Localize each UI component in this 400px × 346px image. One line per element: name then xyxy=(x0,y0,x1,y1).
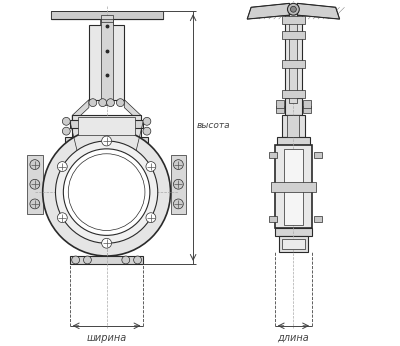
Text: высота: высота xyxy=(197,121,231,130)
Bar xyxy=(284,149,303,225)
Circle shape xyxy=(43,128,170,256)
Circle shape xyxy=(89,99,97,107)
Bar xyxy=(89,25,124,100)
Circle shape xyxy=(102,238,112,248)
Circle shape xyxy=(116,99,124,107)
Circle shape xyxy=(84,256,91,264)
Bar xyxy=(275,145,312,228)
Circle shape xyxy=(58,162,67,172)
Circle shape xyxy=(68,154,145,230)
Bar xyxy=(303,106,311,113)
Bar xyxy=(277,137,310,145)
Circle shape xyxy=(58,213,67,222)
Bar xyxy=(269,152,277,158)
Bar xyxy=(282,239,305,249)
Text: длина: длина xyxy=(278,333,309,343)
Bar xyxy=(314,216,322,221)
Circle shape xyxy=(56,141,158,243)
Circle shape xyxy=(143,127,151,135)
Polygon shape xyxy=(72,100,89,123)
Polygon shape xyxy=(297,3,340,19)
Bar xyxy=(284,15,302,98)
Bar xyxy=(290,10,297,103)
Bar xyxy=(282,60,305,68)
Circle shape xyxy=(146,213,156,222)
Bar xyxy=(275,228,312,236)
Bar xyxy=(282,116,305,137)
Bar xyxy=(271,182,316,192)
Polygon shape xyxy=(124,100,141,123)
Bar xyxy=(276,106,284,113)
Circle shape xyxy=(107,99,114,107)
Circle shape xyxy=(30,199,40,209)
Circle shape xyxy=(102,136,112,146)
Bar xyxy=(279,236,308,252)
Bar xyxy=(27,155,43,214)
Polygon shape xyxy=(247,3,290,19)
Bar xyxy=(70,256,144,264)
Bar xyxy=(276,100,284,108)
Circle shape xyxy=(174,179,183,189)
Bar xyxy=(288,116,299,137)
Bar xyxy=(170,155,186,214)
Circle shape xyxy=(30,160,40,170)
Bar xyxy=(282,16,305,24)
Circle shape xyxy=(174,160,183,170)
Bar xyxy=(314,152,322,158)
Text: ширина: ширина xyxy=(86,333,127,343)
Circle shape xyxy=(62,117,70,125)
Bar xyxy=(100,19,114,25)
Bar xyxy=(101,19,112,22)
Bar xyxy=(282,31,305,39)
Bar xyxy=(269,216,277,221)
Bar xyxy=(78,117,135,135)
Circle shape xyxy=(99,99,107,107)
Circle shape xyxy=(122,256,130,264)
Circle shape xyxy=(30,179,40,189)
Circle shape xyxy=(62,127,70,135)
Bar xyxy=(72,116,141,137)
Circle shape xyxy=(72,256,80,264)
Circle shape xyxy=(288,3,299,15)
Bar xyxy=(65,137,148,145)
Circle shape xyxy=(290,6,296,12)
Bar xyxy=(50,11,163,19)
Bar xyxy=(282,90,305,98)
Bar xyxy=(284,98,302,116)
Circle shape xyxy=(134,256,142,264)
Circle shape xyxy=(174,199,183,209)
Bar xyxy=(303,100,311,108)
Circle shape xyxy=(146,162,156,172)
Bar xyxy=(70,120,144,128)
Circle shape xyxy=(63,149,150,235)
Circle shape xyxy=(143,117,151,125)
Bar xyxy=(101,15,112,104)
Bar xyxy=(77,145,136,151)
